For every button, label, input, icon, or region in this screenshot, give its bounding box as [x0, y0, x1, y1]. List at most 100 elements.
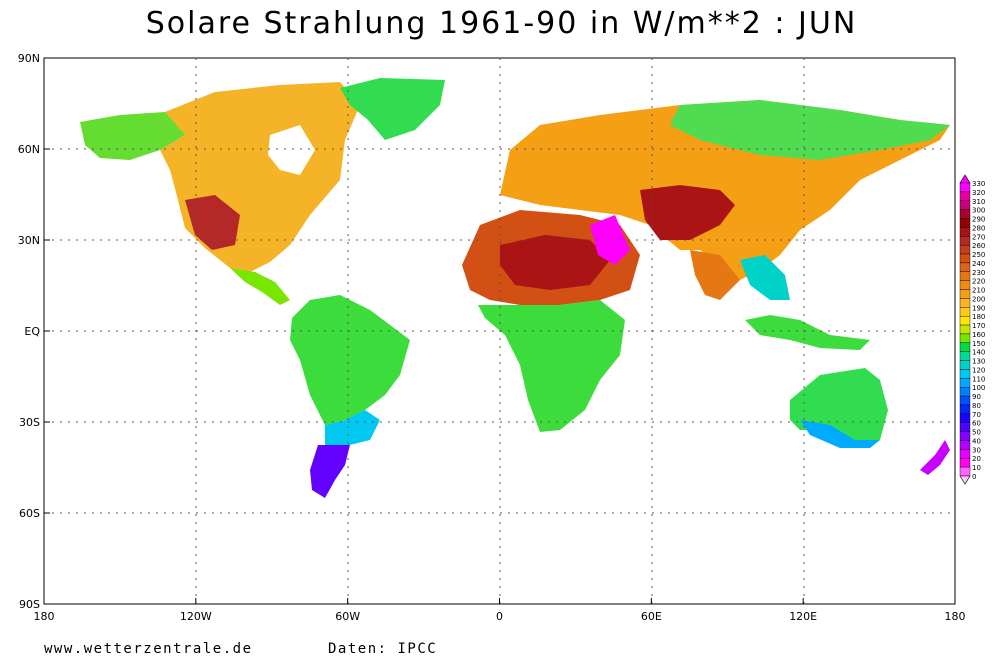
region-southwest-usa	[185, 195, 240, 250]
region-siberia	[670, 100, 950, 160]
colorbar-label: 310	[972, 198, 985, 206]
map-title: Solare Strahlung 1961-90 in W/m**2 : JUN	[145, 6, 858, 41]
colorbar-label: 170	[972, 322, 985, 330]
colorbar-segment	[959, 378, 971, 388]
colorbar-segment	[959, 360, 971, 370]
y-tick-label: 60S	[19, 507, 40, 520]
colorbar-bottom-arrow	[959, 475, 971, 485]
colorbar-label: 0	[972, 473, 976, 481]
colorbar-segment	[959, 280, 971, 290]
region-india	[690, 250, 740, 300]
region-central-america	[230, 268, 290, 305]
region-indonesia	[745, 315, 870, 350]
colorbar-segment	[959, 209, 971, 219]
x-tick-label: 60W	[335, 610, 360, 623]
colorbar-segment	[959, 218, 971, 228]
hudson-bay	[268, 125, 315, 175]
y-axis-ticks: 90N 60N 30N EQ 30S 60S 90S	[18, 52, 50, 611]
colorbar-segment	[959, 289, 971, 299]
y-tick-label: 30S	[19, 416, 40, 429]
colorbar: 3303203103002902802702602502402302202102…	[959, 174, 985, 485]
colorbar-segment	[959, 395, 971, 406]
colorbar-label: 210	[972, 287, 985, 295]
colorbar-segment	[959, 458, 971, 468]
colorbar-label: 10	[972, 464, 981, 472]
colorbar-segment	[959, 449, 971, 459]
colorbar-label: 60	[972, 420, 981, 428]
region-sahara	[500, 235, 610, 290]
colorbar-label: 50	[972, 429, 981, 437]
colorbar-label: 150	[972, 340, 985, 348]
x-tick-label: 180	[945, 610, 966, 623]
colorbar-segment	[959, 333, 971, 344]
y-tick-label: 30N	[18, 234, 40, 247]
region-central-asia	[640, 185, 735, 240]
footer-website: www.wetterzentrale.de	[44, 641, 253, 657]
colorbar-segment	[959, 271, 971, 281]
colorbar-label: 330	[972, 180, 985, 188]
region-greenland	[340, 78, 445, 140]
colorbar-segment	[959, 351, 971, 361]
colorbar-label: 270	[972, 233, 985, 241]
colorbar-label: 260	[972, 242, 985, 250]
region-south-america	[290, 295, 410, 425]
colorbar-label: 140	[972, 349, 985, 357]
colorbar-segment	[959, 307, 971, 317]
colorbar-label: 240	[972, 260, 985, 268]
x-tick-label: 180	[34, 610, 55, 623]
x-tick-label: 60E	[641, 610, 662, 623]
colorbar-segment	[959, 440, 971, 450]
colorbar-label: 40	[972, 437, 981, 445]
colorbar-segment	[959, 387, 971, 397]
y-tick-label: 90S	[19, 598, 40, 611]
colorbar-segment	[959, 413, 971, 423]
colorbar-segment	[959, 253, 971, 264]
colorbar-segment	[959, 200, 971, 210]
colorbar-label: 80	[972, 402, 981, 410]
colorbar-segment	[959, 431, 971, 441]
colorbar-segment	[959, 244, 971, 255]
grid-lines	[44, 58, 955, 604]
colorbar-segment	[959, 466, 971, 477]
colorbar-label: 110	[972, 375, 985, 383]
region-australia-south	[800, 420, 880, 448]
colorbar-segment	[959, 324, 971, 335]
colorbar-segment	[959, 182, 971, 193]
colorbar-segment	[959, 315, 971, 326]
colorbar-label: 130	[972, 358, 985, 366]
x-tick-label: 0	[496, 610, 503, 623]
y-tick-label: 60N	[18, 143, 40, 156]
x-tick-label: 120W	[180, 610, 212, 623]
colorbar-label: 320	[972, 189, 985, 197]
region-africa-south	[478, 300, 625, 432]
colorbar-top-arrow	[959, 174, 971, 184]
colorbar-label: 100	[972, 384, 985, 392]
x-axis-ticks: 180 120W 60W 0 60E 120E 180	[34, 598, 966, 623]
colorbar-segment	[959, 298, 971, 308]
region-patagonia	[310, 445, 350, 498]
colorbar-segment	[959, 422, 971, 432]
colorbar-segment	[959, 262, 971, 272]
colorbar-label: 190	[972, 304, 985, 312]
y-tick-label: EQ	[24, 325, 40, 338]
y-tick-label: 90N	[18, 52, 40, 65]
colorbar-label: 30	[972, 446, 981, 454]
region-arabia	[590, 215, 630, 265]
colorbar-label: 160	[972, 331, 985, 339]
colorbar-label: 200	[972, 295, 985, 303]
colorbar-label: 180	[972, 313, 985, 321]
colorbar-segment	[959, 191, 971, 201]
colorbar-label: 220	[972, 278, 985, 286]
x-tick-label: 120E	[789, 610, 817, 623]
colorbar-segment	[959, 227, 971, 237]
colorbar-segment	[959, 404, 971, 415]
colorbar-label: 280	[972, 224, 985, 232]
colorbar-label: 250	[972, 251, 985, 259]
colorbar-segment	[959, 369, 971, 379]
colorbar-label: 290	[972, 216, 985, 224]
footer-source: Daten: IPCC	[328, 641, 438, 657]
colorbar-label: 70	[972, 411, 981, 419]
colorbar-segment	[959, 236, 971, 246]
region-south-america-south	[325, 410, 380, 445]
colorbar-label: 20	[972, 455, 981, 463]
